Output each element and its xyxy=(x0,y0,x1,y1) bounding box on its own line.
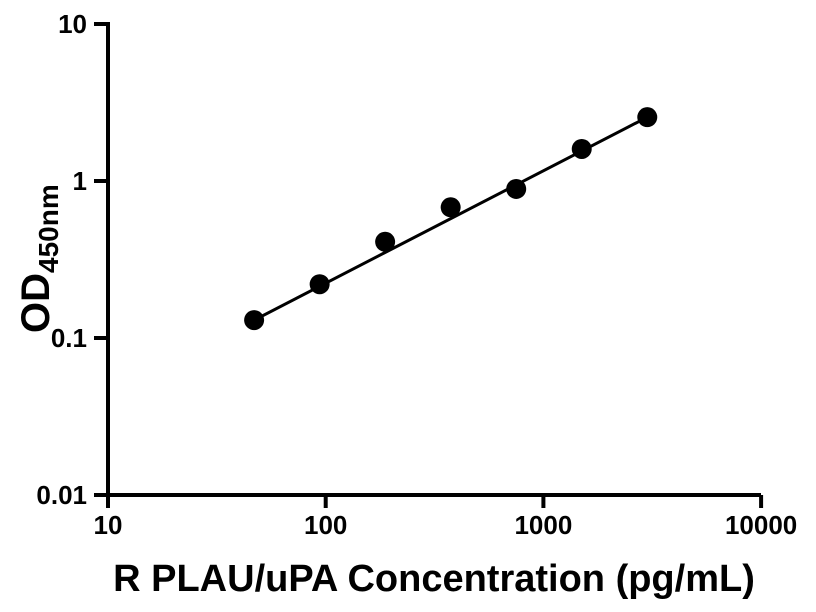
data-point xyxy=(440,197,461,218)
y-axis-title-main: OD xyxy=(14,273,58,333)
data-point xyxy=(375,231,396,252)
y-tick-label: 0.01 xyxy=(36,480,87,510)
x-tick-label: 10 xyxy=(94,510,123,540)
y-axis-title-subscript: 450nm xyxy=(33,184,64,273)
axis-ticks xyxy=(94,22,764,508)
y-tick-label: 10 xyxy=(58,9,87,39)
axis-tick-labels: 10 100 1000 10000 0.01 0.1 1 10 xyxy=(36,9,797,540)
y-axis-title: OD450nm xyxy=(14,184,64,333)
x-tick-label: 1000 xyxy=(514,510,572,540)
plot-series xyxy=(244,107,658,331)
y-tick-label: 0.1 xyxy=(51,323,87,353)
axis-spines xyxy=(106,22,761,497)
data-point xyxy=(571,138,592,159)
data-point xyxy=(244,310,265,331)
x-axis-title: R PLAU/uPA Concentration (pg/mL) xyxy=(113,558,755,600)
data-point xyxy=(309,274,330,295)
x-tick-label: 100 xyxy=(304,510,347,540)
y-tick-label: 1 xyxy=(73,166,87,196)
x-tick-label: 10000 xyxy=(725,510,797,540)
data-point xyxy=(637,107,658,128)
data-point xyxy=(506,178,527,199)
